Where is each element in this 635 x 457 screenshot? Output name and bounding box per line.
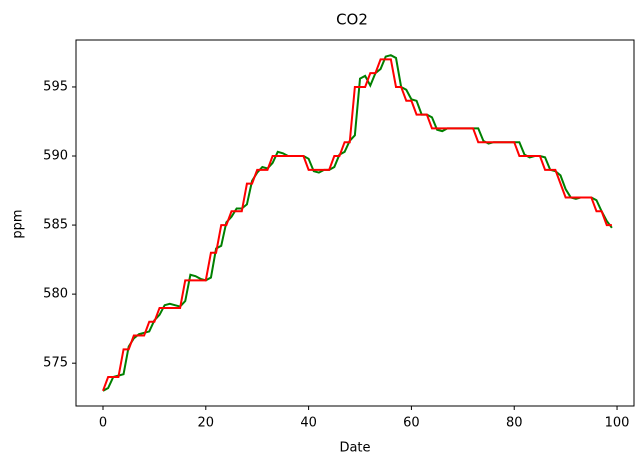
x-tick-label: 100 <box>605 416 630 431</box>
x-tick-label: 40 <box>300 416 317 431</box>
y-tick-label: 585 <box>43 218 68 233</box>
data-line <box>102 58 612 392</box>
y-tick-label: 590 <box>43 149 68 164</box>
chart-title: CO2 <box>336 11 368 29</box>
x-tick-label: 80 <box>506 416 523 431</box>
x-tick-label: 0 <box>99 416 107 431</box>
data-line <box>102 54 613 392</box>
y-axis-label: ppm <box>11 209 26 238</box>
x-axis-label: Date <box>339 441 370 456</box>
x-tick-label: 20 <box>198 416 215 431</box>
plot-frame <box>75 39 635 407</box>
y-tick-label: 575 <box>43 356 68 371</box>
x-tick-label: 60 <box>403 416 420 431</box>
y-tick-label: 595 <box>43 79 68 94</box>
y-tick-label: 580 <box>43 287 68 302</box>
